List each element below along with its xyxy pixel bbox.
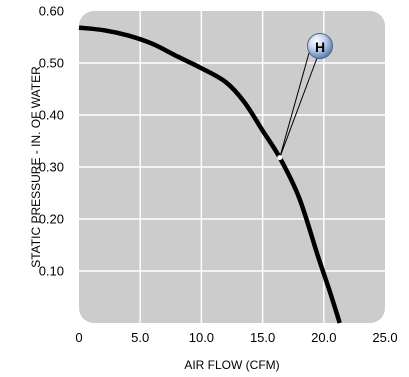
- pressure-curve: [78, 25, 342, 324]
- y-tick-label: 0.40: [39, 108, 64, 123]
- x-axis-title: AIR FLOW (CFM): [184, 358, 279, 372]
- x-tick-label: 15.0: [250, 330, 275, 345]
- callout-leader: [279, 57, 318, 158]
- callout-h-label: H: [315, 39, 325, 55]
- x-tick-label: 10.0: [189, 330, 214, 345]
- y-tick-label: 0.60: [39, 4, 64, 19]
- y-tick-label: 0.20: [39, 212, 64, 227]
- x-tick-label: 20.0: [311, 330, 336, 345]
- x-tick-label: 0: [75, 330, 82, 345]
- x-tick-label: 5.0: [131, 330, 149, 345]
- callout-anchor: [277, 155, 283, 161]
- y-tick-label: 0.50: [39, 56, 64, 71]
- y-tick-label: 0.10: [39, 264, 64, 279]
- x-tick-label: 25.0: [372, 330, 397, 345]
- callout-h-badge: [307, 33, 333, 59]
- callout-leader: [279, 52, 310, 158]
- y-tick-label: 0.30: [39, 160, 64, 175]
- x-tick-labels: 0 5.0 10.0 15.0 20.0 25.0: [75, 330, 397, 345]
- y-axis-title: STATIC PRESSURE - IN. OF WATER: [29, 66, 43, 268]
- y-tick-labels: 0.10 0.20 0.30 0.40 0.50 0.60: [39, 4, 64, 279]
